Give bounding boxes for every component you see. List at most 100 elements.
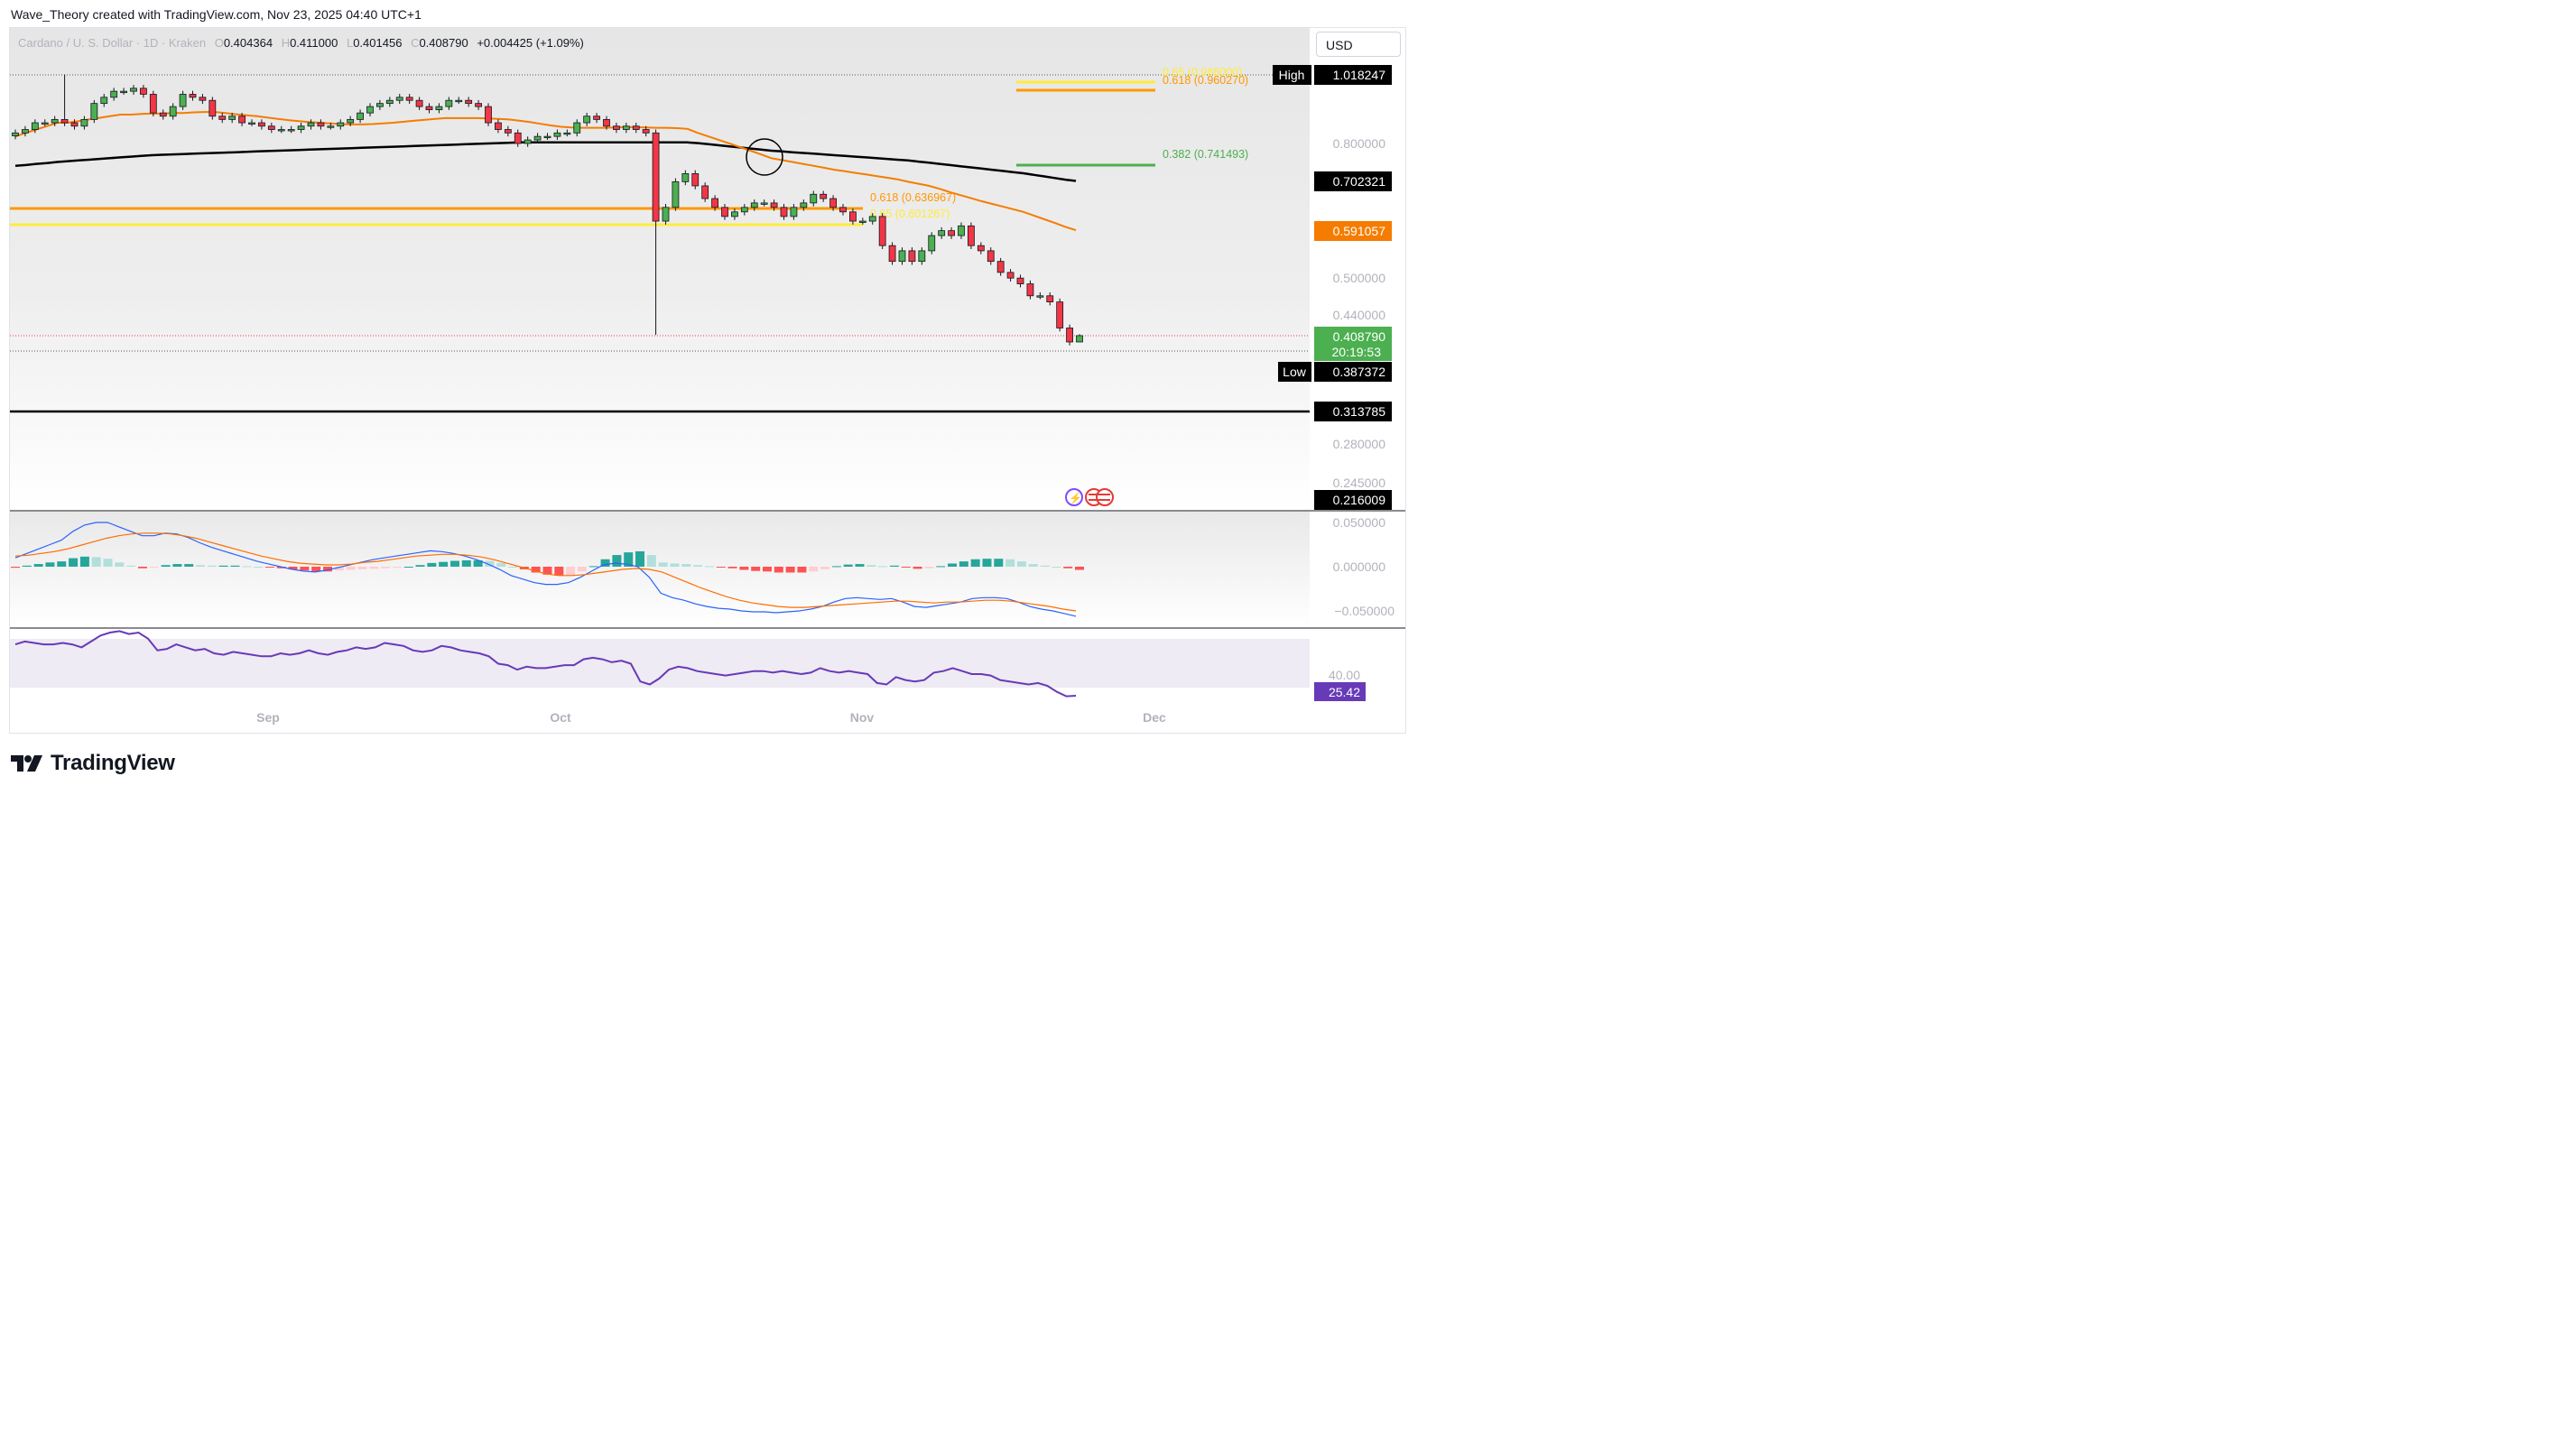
- candle-body: [603, 118, 610, 127]
- macd-histogram-bar: [831, 566, 841, 568]
- candle-body: [1006, 272, 1015, 279]
- candle-body: [485, 106, 492, 124]
- macd-histogram-bar: [889, 565, 899, 567]
- death-cross-circle[interactable]: [746, 138, 783, 176]
- candle-body: [455, 99, 463, 103]
- candle-body: [445, 99, 453, 107]
- candle-body: [357, 112, 364, 120]
- tradingview-logo-icon: [11, 755, 42, 772]
- open-value: 0.404364: [224, 36, 273, 50]
- macd-histogram-bar: [137, 567, 147, 568]
- candle-body: [80, 118, 88, 127]
- candle-body: [711, 198, 718, 208]
- macd-histogram-bar: [542, 567, 552, 575]
- candle-body: [120, 90, 127, 94]
- candle-body: [31, 122, 39, 130]
- events-icons[interactable]: ⚡: [1065, 488, 1114, 506]
- high-label-text: High: [1279, 68, 1305, 82]
- ema200-price-text: 0.702321: [1333, 174, 1386, 189]
- macd-histogram-bar: [392, 567, 402, 568]
- candle-body: [425, 106, 433, 111]
- macd-histogram-bar: [311, 567, 321, 572]
- macd-histogram-bar: [820, 567, 830, 569]
- macd-histogram-bar: [1005, 559, 1015, 567]
- rsi-axis-level: 40.00: [1329, 668, 1360, 682]
- candle-body: [435, 106, 443, 111]
- macd-histogram-bar: [161, 565, 171, 567]
- currency-button[interactable]: USD: [1316, 32, 1401, 57]
- macd-histogram-bar: [704, 566, 714, 568]
- macd-histogram-bar: [624, 552, 634, 567]
- candle-body: [642, 129, 650, 134]
- macd-histogram-bar: [1052, 567, 1061, 568]
- candle-body: [868, 216, 876, 222]
- macd-histogram-bar: [866, 565, 876, 567]
- macd-histogram-bar: [508, 567, 518, 568]
- candle-body: [1076, 335, 1083, 343]
- candle-body: [918, 250, 926, 263]
- macd-histogram-bar: [196, 565, 206, 567]
- candle-body: [750, 202, 758, 208]
- macd-histogram-bar: [230, 565, 240, 567]
- macd-histogram-bar: [254, 567, 264, 568]
- macd-histogram-bar: [913, 567, 922, 569]
- macd-histogram-bar: [242, 566, 252, 568]
- candle-body: [1026, 283, 1034, 297]
- candle-body: [208, 99, 217, 117]
- macd-histogram-bar: [843, 564, 853, 567]
- us-flag-event-icon-2[interactable]: [1096, 488, 1114, 506]
- tradingview-brand[interactable]: TradingView: [11, 751, 175, 776]
- macd-histogram-bar: [103, 559, 113, 567]
- macd-histogram-bar: [1016, 561, 1026, 567]
- candle-body: [898, 250, 906, 263]
- change-value: +0.004425 (+1.09%): [477, 36, 584, 50]
- macd-histogram-bar: [427, 562, 437, 567]
- candle-body: [110, 90, 118, 98]
- candle-body: [12, 132, 19, 136]
- macd-histogram-bar: [970, 559, 980, 567]
- fib-top-65-label: 0.65 (0.988000): [1163, 66, 1242, 79]
- ohlc-legend[interactable]: Cardano / U. S. Dollar · 1D · Kraken O0.…: [18, 36, 584, 50]
- candle-body: [958, 225, 965, 236]
- candle-body: [22, 129, 29, 134]
- candle-body: [385, 99, 394, 105]
- macd-histogram-bar: [11, 567, 20, 568]
- ema200-line: [14, 141, 1077, 182]
- candle-body: [347, 118, 355, 124]
- macd-histogram-bar: [588, 566, 598, 568]
- rsi-value-text: 25.42: [1329, 685, 1360, 699]
- macd-histogram-bar: [693, 565, 703, 567]
- macd-histogram-bar: [982, 559, 992, 567]
- support-price-text: 0.313785: [1333, 404, 1386, 419]
- candle-body: [41, 122, 49, 125]
- macd-histogram-bar: [115, 562, 125, 567]
- price-axis-background: [1310, 28, 1405, 510]
- candle-body: [504, 129, 512, 134]
- candle-body: [731, 211, 738, 217]
- high-value-tag: [1314, 65, 1392, 85]
- candle-body: [691, 173, 700, 187]
- macd-histogram-bar: [554, 567, 564, 576]
- macd-histogram-bar: [276, 567, 286, 568]
- macd-histogram-bar: [600, 559, 610, 567]
- macd-histogram-bar: [809, 567, 819, 572]
- macd-histogram-bar: [149, 567, 159, 568]
- macd-axis-label: 0.050000: [1333, 515, 1386, 530]
- macd-histogram-bar: [531, 567, 541, 573]
- candle-body: [51, 118, 59, 124]
- macd-histogram-bar: [994, 559, 1004, 567]
- candle-body: [800, 202, 808, 208]
- price-pane-background: [10, 28, 1310, 510]
- candle-body: [159, 112, 167, 117]
- lightning-event-icon[interactable]: [1065, 488, 1083, 506]
- candle-body: [760, 202, 768, 205]
- candle-body: [662, 207, 670, 222]
- low-value-tag: [1314, 362, 1392, 382]
- candle-body: [613, 125, 620, 130]
- symbol-title: Cardano / U. S. Dollar · 1D · Kraken: [18, 36, 206, 50]
- macd-histogram-bar: [1063, 567, 1073, 568]
- candle-body: [858, 220, 866, 223]
- chart-canvas[interactable]: 0.65 (0.988000) 0.618 (0.960270) 0.382 (…: [0, 0, 1415, 792]
- macd-histogram-bar: [496, 562, 506, 567]
- ema50-price-text: 0.591057: [1333, 224, 1386, 238]
